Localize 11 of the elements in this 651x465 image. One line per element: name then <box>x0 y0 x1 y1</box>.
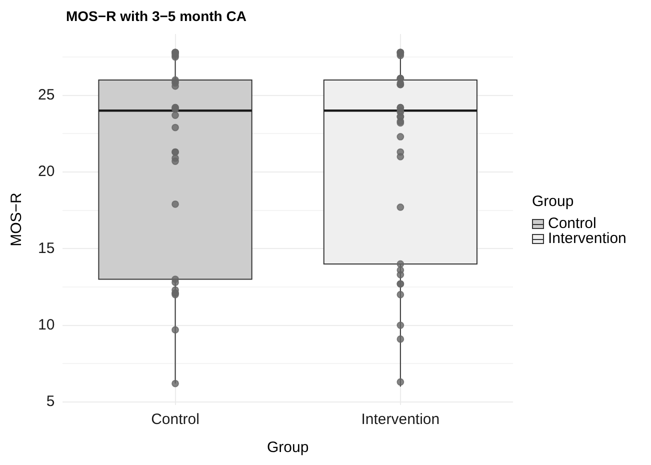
y-tick-label: 5 <box>46 393 55 410</box>
y-tick-label: 25 <box>38 86 55 104</box>
x-axis-title: Group <box>532 193 575 210</box>
y-axis-title: MOS−R <box>8 192 26 246</box>
y-tick-label: 20 <box>38 163 55 180</box>
y-tick-label: 15 <box>38 240 55 257</box>
text: Intervention <box>548 230 626 247</box>
chart-title: MOS−R with 3−5 month CA <box>66 8 246 24</box>
legend-label: Control <box>548 215 596 232</box>
legend-title: Group <box>266 439 309 456</box>
y-tick-label: 10 <box>38 316 55 334</box>
